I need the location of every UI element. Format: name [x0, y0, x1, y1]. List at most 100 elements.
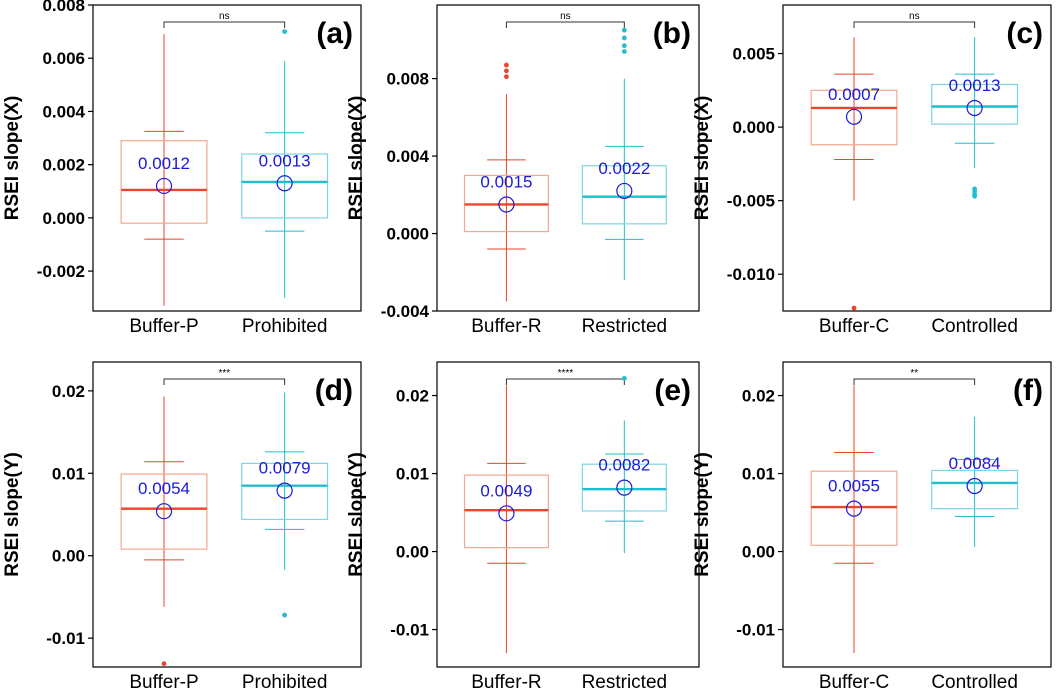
outlier-point: [621, 375, 627, 381]
mean-label: 0.0007: [828, 85, 880, 104]
y-axis-title: RSEI slope(X): [346, 96, 367, 221]
y-tick-label: 0.000: [732, 118, 775, 137]
y-tick-label: 0.02: [52, 382, 85, 401]
y-tick-label: 0.000: [42, 209, 85, 228]
y-tick-label: 0.008: [386, 70, 429, 89]
box-iqr: [931, 469, 1019, 510]
x-category-label: Buffer-R: [471, 316, 541, 337]
plot-frame: [782, 361, 1052, 668]
significance-label: ***: [218, 368, 230, 379]
mean-marker: [845, 500, 863, 517]
y-tick-label: -0.005: [727, 192, 775, 211]
y-tick-label: 0.01: [742, 465, 775, 484]
box-iqr: [241, 462, 329, 521]
mean-marker: [616, 182, 633, 200]
outlier-point: [504, 62, 509, 68]
x-category-label: Buffer-C: [819, 672, 889, 690]
outlier-point: [282, 29, 288, 35]
chart-panel: -0.01 0.00 0.01 0.02 RSEI slope(Y) (d) *** 0.00…: [2, 361, 362, 690]
panel-letter: (e): [654, 374, 691, 407]
mean-label: 0.0012: [138, 154, 190, 173]
mean-marker: [616, 479, 633, 496]
significance-bracket: [505, 378, 625, 385]
mean-marker: [845, 108, 863, 125]
x-category-label: Restricted: [582, 316, 668, 337]
y-tick-label: 0.005: [732, 45, 775, 64]
box-iqr: [581, 165, 667, 225]
x-category-label: Buffer-C: [819, 316, 889, 337]
y-tick-label: 0.004: [386, 147, 429, 166]
y-tick-label: 0.00: [742, 543, 775, 562]
mean-marker: [276, 482, 293, 499]
significance-bracket: [505, 21, 625, 28]
y-tick-label: -0.002: [37, 262, 85, 281]
y-axis-title: RSEI slope(X): [692, 96, 713, 221]
box-iqr: [120, 473, 208, 550]
y-tick-label: 0.01: [396, 465, 429, 484]
chart-panel: -0.002 0.000 0.002 0.004 0.006 0.008 RSEI slop…: [2, 0, 362, 337]
box-iqr: [810, 89, 898, 146]
plot-frame: [92, 4, 362, 312]
outlier-point: [282, 612, 288, 618]
outlier-point: [504, 74, 509, 80]
chart-panel: -0.01 0.00 0.01 0.02 RSEI slope(Y) (e) **** 0.0…: [346, 361, 700, 690]
y-tick-label: -0.010: [727, 265, 775, 284]
mean-label: 0.0022: [598, 159, 650, 178]
y-tick-label: 0.00: [396, 543, 429, 562]
mean-label: 0.0054: [138, 479, 190, 498]
mean-label: 0.0015: [480, 172, 532, 191]
mean-marker: [966, 99, 983, 117]
mean-marker: [155, 177, 173, 195]
x-category-label: Buffer-P: [129, 316, 198, 337]
y-tick-label: 0.02: [396, 387, 429, 406]
y-axis-title: RSEI slope(Y): [2, 452, 23, 577]
x-category-label: Buffer-R: [471, 672, 541, 690]
panel-letter: (b): [653, 17, 691, 50]
panel-letter: (d): [315, 374, 353, 407]
mean-label: 0.0013: [949, 76, 1001, 95]
outlier-point: [161, 661, 167, 667]
y-tick-label: 0.01: [52, 464, 85, 483]
y-tick-label: 0.002: [42, 156, 85, 175]
mean-marker: [155, 503, 173, 520]
x-category-label: Restricted: [582, 672, 668, 690]
mean-label: 0.0049: [480, 481, 532, 500]
plot-frame: [782, 4, 1052, 312]
box-iqr: [241, 153, 329, 219]
significance-label: ns: [909, 11, 920, 22]
x-category-label: Controlled: [931, 316, 1018, 337]
plot-frame: [92, 361, 362, 668]
outlier-point: [851, 305, 857, 311]
mean-label: 0.0079: [259, 459, 311, 478]
y-tick-label: -0.01: [46, 629, 85, 648]
significance-bracket: [853, 21, 976, 28]
y-tick-label: 0.00: [52, 547, 85, 566]
plot-frame: [436, 361, 700, 668]
y-tick-label: -0.01: [390, 621, 429, 640]
outlier-point: [504, 68, 509, 74]
x-category-label: Prohibited: [242, 316, 328, 337]
y-tick-label: -0.004: [381, 302, 430, 321]
outlier-point: [972, 193, 978, 199]
panel-letter: (c): [1006, 17, 1043, 50]
significance-bracket: [853, 378, 976, 385]
x-category-label: Controlled: [931, 672, 1018, 690]
y-axis-title: RSEI slope(Y): [346, 452, 367, 577]
outlier-point: [621, 27, 627, 33]
panel-letter: (a): [316, 17, 353, 50]
x-category-label: Buffer-P: [129, 672, 198, 690]
y-axis-title: RSEI slope(Y): [692, 452, 713, 577]
plot-frame: [436, 4, 700, 312]
y-tick-label: 0.006: [42, 49, 85, 68]
mean-label: 0.0055: [828, 477, 880, 496]
box-iqr: [931, 83, 1019, 125]
panel-letter: (f): [1013, 374, 1043, 407]
mean-marker: [966, 477, 983, 495]
outlier-point: [621, 43, 627, 49]
box-iqr: [581, 463, 667, 512]
chart-panel: -0.010 -0.005 0.000 0.005 RSEI slope(X) (c) ns…: [692, 4, 1052, 337]
chart-panel: -0.01 0.00 0.01 0.02 RSEI slope(Y) (f) ** 0.005…: [692, 361, 1052, 690]
y-axis-title: RSEI slope(X): [2, 96, 23, 221]
y-tick-label: 0.004: [42, 102, 85, 121]
